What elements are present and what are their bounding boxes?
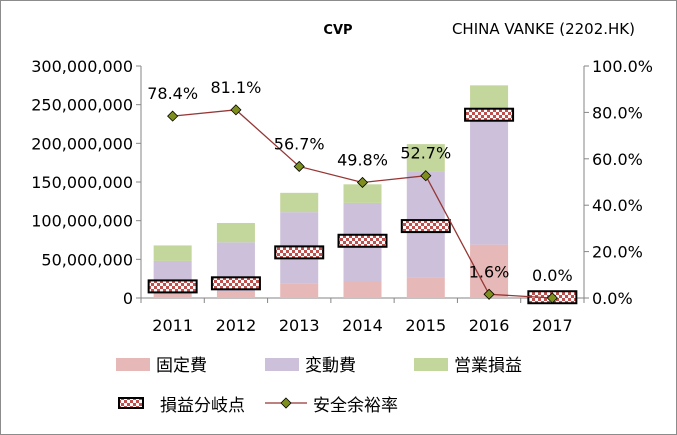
right-tick-label: 20.0% xyxy=(592,243,643,262)
legend-swatch xyxy=(118,397,144,409)
x-tick-label: 2013 xyxy=(279,316,320,335)
safety-margin-line: 78.4% 81.1% 56.7% 49.8% 52.7% 1.6% 0.0% xyxy=(147,78,573,304)
left-tick-label: 300,000,000 xyxy=(31,57,133,76)
bar-segment-operating-profit xyxy=(343,184,382,203)
legend-marker xyxy=(280,397,292,409)
bar-segment-fixed-cost xyxy=(153,291,192,298)
safety-margin-point xyxy=(230,104,242,116)
bar-segment-operating-profit xyxy=(470,85,509,109)
bar-segment-operating-profit xyxy=(153,245,192,261)
legend-label: 安全余裕率 xyxy=(313,396,398,416)
safety-margin-point xyxy=(483,288,495,300)
x-tick-label: 2017 xyxy=(532,316,573,335)
bar-segment-fixed-cost xyxy=(280,283,319,298)
x-tick-label: 2016 xyxy=(469,316,510,335)
left-tick-label: 0 xyxy=(123,289,133,308)
right-tick-label: 80.0% xyxy=(592,103,643,122)
safety-margin-label: 0.0% xyxy=(532,266,573,285)
break-even-marker xyxy=(337,233,388,248)
safety-margin-point xyxy=(293,160,305,173)
x-tick-label: 2011 xyxy=(152,316,193,335)
legend-swatch xyxy=(414,358,448,371)
legend-label: 変動費 xyxy=(305,356,356,376)
bar-segment-operating-profit xyxy=(216,222,255,243)
bar-segment-operating-profit xyxy=(406,144,445,172)
break-even-markers xyxy=(147,107,578,305)
legend-label: 営業損益 xyxy=(454,356,522,376)
safety-margin-point xyxy=(356,176,369,189)
right-tick-label: 40.0% xyxy=(592,196,643,215)
safety-margin-point xyxy=(420,170,432,182)
legend-swatch xyxy=(116,358,150,371)
x-tick-label: 2012 xyxy=(216,316,257,335)
bar-segment-variable-cost xyxy=(470,108,509,245)
break-even-marker xyxy=(400,219,451,234)
left-tick-label: 150,000,000 xyxy=(31,173,133,192)
x-tick-label: 2014 xyxy=(342,316,383,335)
right-tick-label: 60.0% xyxy=(592,150,643,169)
bar-segment-operating-profit xyxy=(280,192,319,213)
bar-segment-fixed-cost xyxy=(216,291,255,298)
legend-label: 損益分岐点 xyxy=(160,396,245,416)
legend-label: 固定費 xyxy=(156,356,207,376)
left-tick-label: 100,000,000 xyxy=(31,212,133,231)
safety-margin-label: 81.1% xyxy=(211,78,262,97)
safety-margin-label: 78.4% xyxy=(147,84,198,103)
chart-subtitle: CHINA VANKE (2202.HK) xyxy=(452,20,635,38)
axes: 0 50,000,000 100,000,000 150,000,000 200,000… xyxy=(31,57,653,335)
x-tick-label: 2015 xyxy=(405,316,446,335)
right-tick-label: 0.0% xyxy=(592,289,633,308)
safety-margin-point xyxy=(167,110,179,122)
legend-swatch xyxy=(265,358,299,371)
break-even-marker xyxy=(464,107,515,122)
chart-title: CVP xyxy=(323,23,352,38)
bar-segment-fixed-cost xyxy=(343,280,382,298)
bar-segment-fixed-cost xyxy=(406,277,445,298)
left-tick-label: 250,000,000 xyxy=(31,96,133,115)
right-tick-label: 100.0% xyxy=(592,57,653,76)
break-even-marker xyxy=(274,245,325,260)
safety-margin-label: 49.8% xyxy=(337,150,388,169)
left-tick-label: 50,000,000 xyxy=(41,250,133,269)
break-even-marker xyxy=(147,279,198,294)
safety-margin-label: 52.7% xyxy=(400,144,451,163)
safety-margin-label: 1.6% xyxy=(469,262,510,281)
break-even-marker xyxy=(210,276,261,291)
left-tick-label: 200,000,000 xyxy=(31,134,133,153)
safety-margin-point xyxy=(546,292,558,304)
safety-margin-label: 56.7% xyxy=(274,134,325,153)
